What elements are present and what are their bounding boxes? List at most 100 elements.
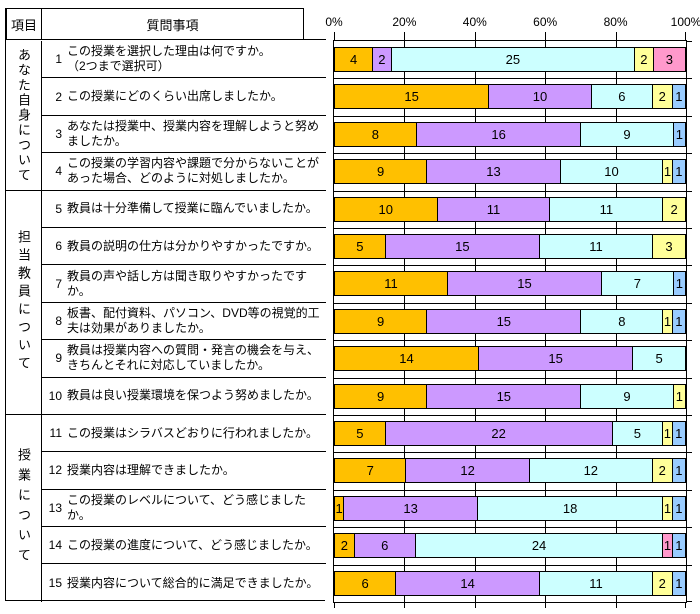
bar-segment-value: 12 [583,463,599,479]
header-item-cell: 項目 [7,9,42,39]
gridline-horizontal [334,340,686,342]
bar-segment-value: 18 [562,500,578,516]
bar-segment-value: 1 [675,538,683,554]
bar-segment-value: 15 [517,276,532,292]
bar-segment-value: 1 [663,164,672,180]
bar-segment: 11 [549,196,664,222]
bar-segment: 15 [446,271,603,297]
question-text-line: 教員は十分準備して授業に臨んでいましたか。 [67,201,318,216]
bar-row: 1 13 18 1 1 [334,495,686,521]
bar-segment: 2 [651,84,673,110]
axis-tick-bottom [474,603,476,608]
bar-segment: 14 [334,346,479,372]
bar-segment: 9 [334,383,428,409]
bar-segment: 10 [488,84,592,110]
question-text: あなたは授業中、授業内容を理解しようと努めましたか。 [67,119,326,149]
bar-segment: 24 [414,533,664,559]
bar-row: 7 12 12 2 1 [334,458,686,484]
bar-segment: 5 [632,346,686,372]
bar-segment-value: 11 [384,276,398,292]
bar-segment: 10 [334,196,438,222]
axis-tick-label: 40% [462,15,487,29]
category-axis-tick [687,377,692,379]
bar-segment-value: 11 [486,201,501,217]
table-body: あなた自身について 担当教員について 授業について 1 この授業を選択した理由は何です… [6,39,326,602]
bar-segment-value: 6 [381,538,389,554]
question-text: 授業内容について総合的に満足できましたか。 [67,576,318,591]
question-row: 3 あなたは授業中、授業内容を理解しようと努めましたか。 [42,116,326,154]
bar-segment: 25 [390,47,636,72]
category-axis-tick [687,452,692,454]
question-text: 教員は十分準備して授業に臨んでいましたか。 [67,201,318,216]
bar-segment-value: 1 [675,164,683,180]
bar-row: 14 15 5 [334,346,686,372]
bar-segment: 1 [671,421,686,446]
category-cell: 授業について [6,414,42,602]
bar-segment-value: 1 [675,426,683,441]
bar-segment: 4 [334,47,374,72]
question-text-line: 授業内容について総合的に満足できましたか。 [67,575,319,590]
category-axis-tick [687,153,692,155]
bar-segment-value: 14 [399,351,414,367]
bar-segment-value: 5 [633,426,641,441]
bar-segment-value: 9 [376,313,385,329]
question-text-line: 授業内容は理解できましたか。 [67,462,235,477]
category-label: 授業について [16,448,31,569]
question-number: 12 [48,463,62,478]
question-number: 8 [55,313,62,328]
bar-row: 8 16 9 1 [334,121,686,147]
bar-segment-value: 1 [663,426,672,441]
gridline-horizontal [334,228,686,229]
bar-segment-value: 1 [335,500,343,516]
bar-segment: 1 [671,159,686,185]
category-axis-tick [687,527,692,529]
bar-row: 15 10 6 2 1 [334,84,686,110]
question-text-line: 教員は良い授業環境を保つよう努めましたか。 [67,388,319,403]
question-number: 15 [48,576,62,591]
question-text-line: この授業の進度について、どう感じましたか。 [67,537,318,552]
bar-segment: 18 [476,495,664,521]
gridline-horizontal [334,78,686,80]
bar-segment-value: 11 [599,201,614,217]
question-text-line: この授業の学習内容や課題で分からないことがあった場合、どのように対処しましたか。 [67,156,320,186]
axis-tick-top [404,32,406,40]
bar-row: 9 13 10 1 1 [334,159,686,185]
bar-segment-value: 11 [589,575,603,591]
bar-segment-value: 1 [675,575,683,591]
bar-segment: 2 [334,533,355,559]
bar-segment: 12 [528,458,653,484]
bar-segment: 9 [580,121,674,147]
bar-segment-value: 1 [675,126,683,142]
question-text-line: この授業にどのくらい出席しましたか。 [67,89,283,104]
bar-segment: 7 [601,271,674,297]
bar-segment-value: 5 [356,239,364,254]
bar-segment: 11 [334,271,448,297]
category-axis-tick [687,78,692,80]
bar-segment: 13 [426,159,561,185]
category-axis-tick [687,415,692,416]
bar-segment-value: 2 [658,89,666,105]
bar-segment: 11 [539,570,653,596]
table-header-row: 項目 質問事項 [6,8,304,39]
question-number: 4 [55,164,62,179]
question-row: 1 この授業を選択した理由は何ですか。 （2つまで選択可） [42,41,326,79]
bar-segment-value: 12 [460,463,475,479]
gridline-horizontal [334,115,686,117]
bar-segment-value: 15 [455,239,470,254]
question-number: 11 [49,426,62,441]
gridline-horizontal [334,302,686,304]
bar-segment: 2 [662,196,686,222]
bar-segment-value: 10 [378,201,393,217]
question-row: 9 教員は授業内容への質問・発言の機会を与え、きちんとそれに対応していましたか。 [42,340,326,378]
axis-tick-bottom [615,603,617,608]
question-number: 10 [48,388,62,403]
bar-segment-value: 5 [356,426,364,441]
bar-segment-value: 2 [378,52,386,67]
question-text: この授業の進度について、どう感じましたか。 [67,538,318,553]
question-text: この授業の学習内容や課題で分からないことがあった場合、どのように対処しましたか。 [67,156,326,186]
bar-segment-value: 6 [618,89,626,105]
category-axis-tick [687,41,692,42]
question-text-line: 教員の声や話し方は聞き取りやすかったですか。 [67,268,308,298]
bar-segment-value: 8 [618,313,626,329]
category-axis-tick [687,601,692,602]
